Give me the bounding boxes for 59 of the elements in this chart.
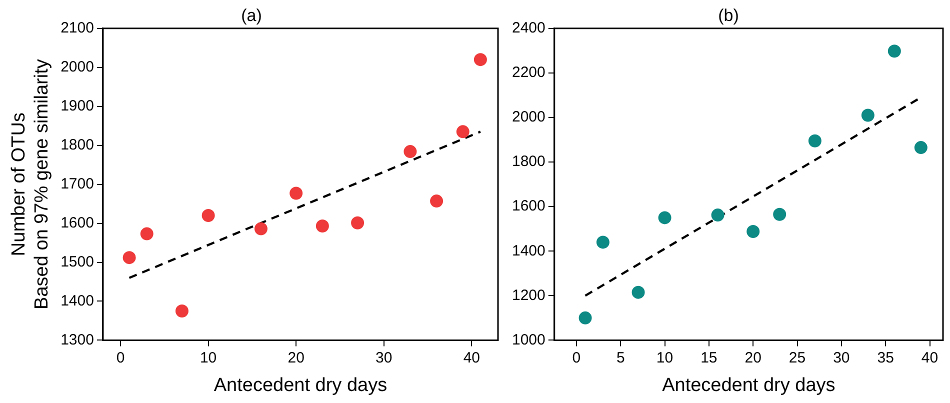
x-tick-label: 20	[288, 349, 304, 366]
x-axis-title: Antecedent dry days	[662, 374, 836, 396]
point	[140, 227, 154, 240]
chart-title: (b)	[718, 6, 739, 25]
point	[316, 220, 329, 233]
point	[914, 141, 928, 154]
point	[474, 53, 487, 66]
x-tick-label: 10	[656, 349, 674, 366]
point	[861, 108, 874, 122]
point	[888, 44, 901, 58]
x-axis-title: Antecedent dry days	[214, 374, 388, 396]
point	[773, 208, 786, 221]
point	[632, 286, 645, 299]
point	[202, 208, 215, 222]
x-tick-label: 5	[616, 349, 625, 366]
y-tick-label: 1800	[512, 153, 546, 170]
point	[122, 251, 136, 264]
y-tick-label: 2000	[60, 58, 94, 76]
y-tick-label: 1600	[60, 214, 94, 232]
x-tick-label: 25	[788, 349, 806, 366]
y-tick-label: 2000	[512, 108, 546, 126]
point	[175, 304, 188, 318]
y-tick-label: 1400	[60, 292, 94, 310]
point	[404, 145, 417, 158]
y-tick-label: 1200	[512, 286, 546, 304]
point	[456, 125, 470, 138]
x-tick-label: 40	[463, 349, 480, 366]
x-tick-label: 35	[877, 349, 894, 366]
x-tick-label: 0	[116, 349, 125, 366]
x-tick-label: 30	[376, 349, 392, 366]
x-tick-label: 10	[200, 349, 217, 366]
point	[658, 211, 672, 224]
x-tick-label: 15	[700, 349, 718, 366]
point	[808, 134, 822, 148]
y-axis-title: Number of OTUs Based on 97% gene similarity	[8, 58, 52, 310]
y-tick-label: 1900	[60, 97, 94, 114]
point	[578, 311, 592, 324]
x-tick-label: 30	[833, 349, 850, 366]
x-tick-label: 20	[744, 349, 762, 366]
point	[254, 222, 268, 236]
point	[711, 208, 724, 222]
x-tick-label: 40	[921, 349, 938, 366]
y-tick-label: 1700	[60, 175, 94, 192]
y-tick-label: 1800	[60, 136, 94, 154]
y-tick-label: 1500	[60, 253, 94, 270]
point	[430, 194, 444, 208]
y-tick-label: 1000	[512, 331, 546, 348]
y-tick-label: 2400	[512, 20, 546, 37]
point	[351, 216, 364, 230]
point	[596, 236, 610, 249]
y-tick-label: 2200	[512, 64, 546, 82]
point	[290, 186, 303, 200]
y-tick-label: 1400	[512, 242, 546, 260]
x-tick-label: 0	[572, 349, 581, 366]
y-tick-label: 1600	[512, 198, 546, 215]
y-tick-label: 1300	[60, 331, 94, 348]
point	[746, 225, 760, 238]
y-tick-label: 2100	[60, 20, 94, 37]
chart-title: (a)	[241, 6, 262, 25]
